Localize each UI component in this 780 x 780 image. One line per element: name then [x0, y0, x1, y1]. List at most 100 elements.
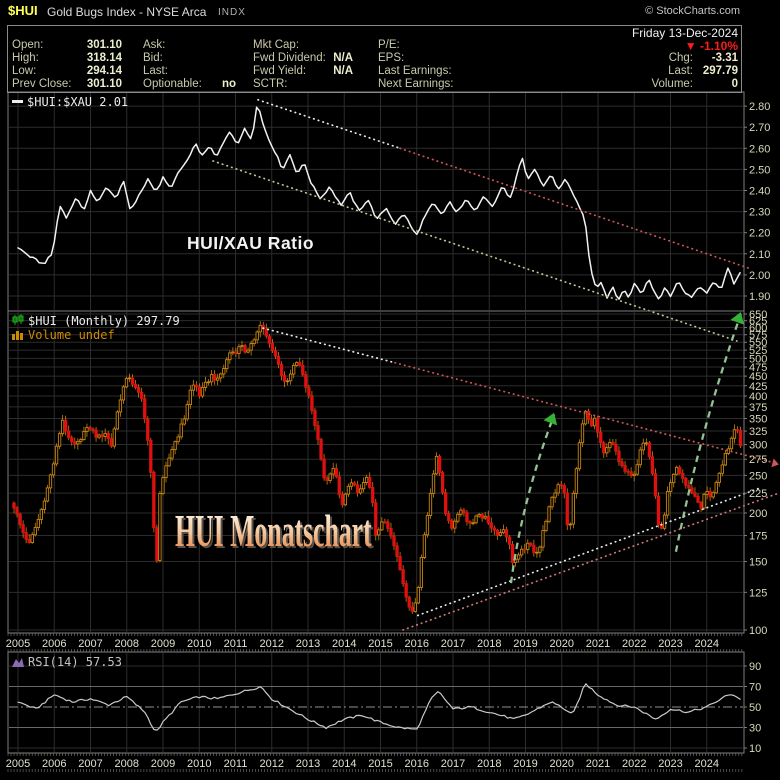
volume-bars-icon	[12, 329, 24, 343]
svg-text:2.00: 2.00	[749, 270, 770, 282]
ask-label: Ask:	[143, 39, 166, 51]
svg-text:2.30: 2.30	[749, 207, 770, 219]
svg-text:2013: 2013	[296, 638, 320, 650]
eps-label: EPS:	[378, 52, 405, 64]
candlestick-icon	[12, 314, 24, 329]
svg-text:70: 70	[749, 682, 761, 694]
svg-text:2021: 2021	[586, 758, 610, 770]
svg-text:2012: 2012	[260, 638, 284, 650]
mktcap-label: Mkt Cap:	[253, 39, 300, 51]
svg-text:2020: 2020	[550, 638, 574, 650]
svg-text:2018: 2018	[477, 638, 501, 650]
chg-label: Chg:	[668, 52, 693, 64]
svg-text:2023: 2023	[658, 638, 682, 650]
svg-text:2016: 2016	[405, 758, 429, 770]
svg-text:325: 325	[749, 426, 767, 438]
month-tick-strips	[7, 633, 743, 772]
svg-text:2020: 2020	[550, 758, 574, 770]
svg-text:450: 450	[749, 371, 767, 383]
svg-text:250: 250	[749, 470, 767, 482]
volume-legend: Volume undef	[12, 328, 115, 343]
low-label: Low:	[12, 65, 37, 77]
quote-summary-box: Friday 13-Dec-2024 Open: 301.10 High: 31…	[7, 25, 742, 93]
svg-text:2006: 2006	[42, 638, 66, 650]
svg-text:2016: 2016	[405, 638, 429, 650]
svg-text:2005: 2005	[6, 758, 30, 770]
svg-text:2010: 2010	[187, 758, 211, 770]
svg-text:400: 400	[749, 391, 767, 403]
line-swatch-icon	[12, 99, 23, 103]
svg-text:1.90: 1.90	[749, 291, 770, 303]
svg-text:350: 350	[749, 414, 767, 426]
svg-text:2009: 2009	[151, 758, 175, 770]
fwd-yield-value: N/A	[333, 65, 353, 77]
svg-text:2019: 2019	[513, 758, 537, 770]
prev-close-label: Prev Close:	[12, 78, 72, 90]
svg-text:375: 375	[749, 402, 767, 414]
volume-value: 0	[731, 78, 738, 90]
high-value: 318.14	[86, 52, 122, 64]
last-earnings-label: Last Earnings:	[378, 65, 452, 77]
open-value: 301.10	[86, 39, 122, 51]
ratio-legend: $HUI:$XAU 2.01	[12, 95, 128, 109]
svg-text:575: 575	[749, 330, 767, 342]
svg-text:600: 600	[749, 323, 767, 335]
low-value: 294.14	[86, 65, 122, 77]
fwd-yield-label: Fwd Yield:	[253, 65, 307, 77]
svg-text:2023: 2023	[658, 758, 682, 770]
svg-text:10: 10	[749, 743, 761, 755]
last-label: Last:	[143, 65, 168, 77]
svg-text:2007: 2007	[78, 758, 102, 770]
svg-text:2.10: 2.10	[749, 249, 770, 261]
svg-text:2021: 2021	[586, 638, 610, 650]
svg-text:2.50: 2.50	[749, 164, 770, 176]
fwd-dividend-label: Fwd Dividend:	[253, 52, 326, 64]
high-label: High:	[12, 52, 39, 64]
green-arrow-annotations	[509, 312, 745, 584]
ticker-symbol: $HUI	[8, 3, 38, 18]
svg-text:2.70: 2.70	[749, 122, 770, 134]
svg-text:2010: 2010	[187, 638, 211, 650]
svg-text:2014: 2014	[332, 638, 356, 650]
svg-text:625: 625	[749, 316, 767, 328]
main-annotation-shadow: HUI Monatschart	[177, 509, 374, 560]
prev-close-value: 301.10	[86, 78, 122, 90]
volume-legend-label: Volume undef	[28, 328, 115, 342]
svg-text:2015: 2015	[368, 758, 392, 770]
main-annotation-text: HUI Monatschart	[175, 507, 372, 558]
title-bar: $HUI Gold Bugs Index - NYSE Arca INDX © …	[0, 0, 780, 20]
svg-text:300: 300	[749, 440, 767, 452]
next-earnings-label: Next Earnings:	[378, 78, 454, 90]
last-price-value: 297.79	[702, 65, 738, 77]
svg-text:150: 150	[749, 557, 767, 569]
quote-date: Friday 13-Dec-2024	[631, 26, 738, 40]
svg-text:2.40: 2.40	[749, 186, 770, 198]
optionable-label: Optionable:	[143, 78, 202, 90]
svg-text:650: 650	[749, 309, 767, 321]
svg-text:2013: 2013	[296, 758, 320, 770]
hui-legend: $HUI (Monthly) 297.79	[12, 314, 180, 329]
svg-text:175: 175	[749, 531, 767, 543]
svg-text:2008: 2008	[115, 638, 139, 650]
svg-text:2022: 2022	[622, 638, 646, 650]
volume-label: Volume:	[651, 78, 693, 90]
exchange-tag: INDX	[218, 7, 246, 18]
svg-text:2.60: 2.60	[749, 143, 770, 155]
svg-text:2024: 2024	[695, 638, 719, 650]
svg-text:2007: 2007	[78, 638, 102, 650]
svg-text:2011: 2011	[224, 638, 248, 650]
open-label: Open:	[12, 39, 44, 51]
pct-change: ▼ -1.10%	[684, 39, 738, 53]
svg-text:2014: 2014	[332, 758, 356, 770]
bid-label: Bid:	[143, 52, 163, 64]
svg-text:550: 550	[749, 337, 767, 349]
instrument-name: Gold Bugs Index - NYSE Arca	[47, 5, 207, 19]
svg-text:2017: 2017	[441, 758, 465, 770]
hui-legend-label: $HUI (Monthly) 297.79	[28, 314, 180, 328]
svg-text:475: 475	[749, 362, 767, 374]
last-price-label: Last:	[668, 65, 693, 77]
sctr-label: SCTR:	[253, 78, 288, 90]
svg-text:30: 30	[749, 723, 761, 735]
